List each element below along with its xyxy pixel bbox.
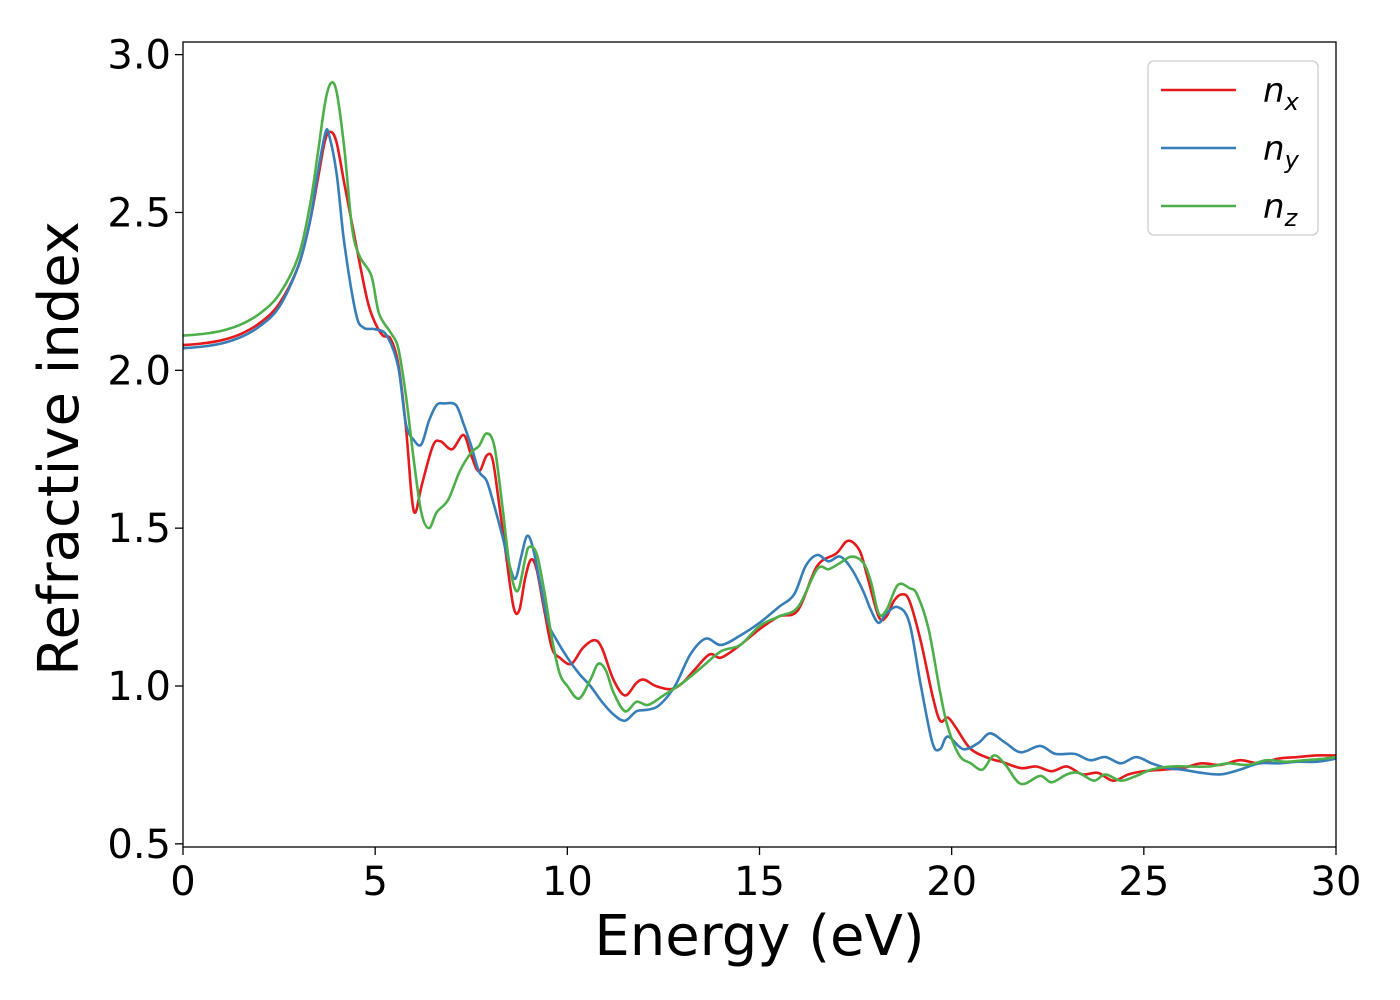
series-layer bbox=[183, 81, 1336, 786]
y-axis-label: Refractive index bbox=[27, 221, 92, 676]
legend-label-y: ny bbox=[1263, 129, 1300, 174]
y-tick-label: 0.5 bbox=[107, 822, 171, 868]
legend-label-z: nz bbox=[1263, 187, 1299, 232]
y-tick-label: 2.0 bbox=[107, 348, 171, 394]
x-tick-label: 25 bbox=[1118, 859, 1169, 905]
series-line-y bbox=[183, 128, 1336, 776]
y-tick-label: 1.0 bbox=[107, 664, 171, 710]
x-tick-label: 15 bbox=[734, 859, 785, 905]
series-line-x bbox=[183, 130, 1336, 783]
ticks-layer: 0 5 10 15 20 25 30 0.5 1.0 1.5 2.0 2.5 3.0 bbox=[107, 33, 1361, 905]
x-tick-label: 0 bbox=[170, 859, 195, 905]
x-tick-label: 10 bbox=[542, 859, 593, 905]
x-axis-label: Energy (eV) bbox=[594, 904, 924, 969]
legend-label-x: nx bbox=[1263, 71, 1300, 116]
x-tick-label: 5 bbox=[362, 859, 387, 905]
y-tick-label: 1.5 bbox=[107, 506, 171, 552]
x-tick-label: 20 bbox=[926, 859, 977, 905]
legend: nx ny nz bbox=[1147, 60, 1319, 236]
y-tick-label: 2.5 bbox=[107, 190, 171, 236]
x-tick-label: 30 bbox=[1311, 859, 1362, 905]
series-line-z bbox=[183, 81, 1336, 786]
y-tick-label: 3.0 bbox=[107, 33, 171, 79]
